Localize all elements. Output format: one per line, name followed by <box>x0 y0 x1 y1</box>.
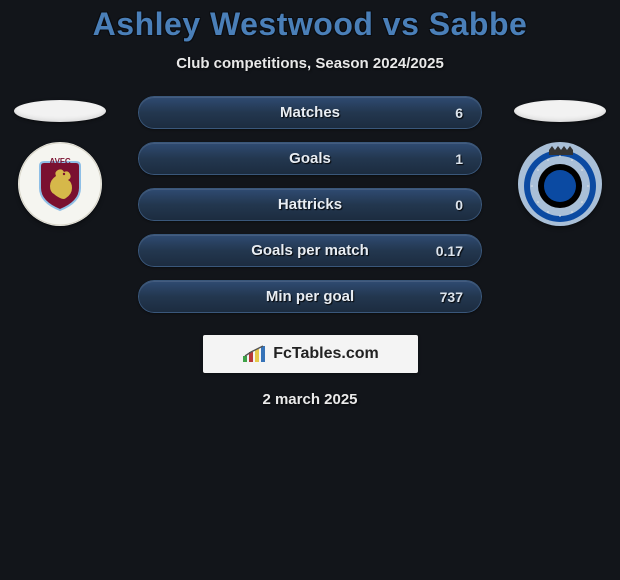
avfc-crest: AVFC <box>18 142 102 226</box>
stat-right-value: 0.17 <box>417 243 463 259</box>
stat-row: Matches 6 <box>138 96 482 129</box>
stat-row: Hattricks 0 <box>138 188 482 221</box>
svg-text:AVFC: AVFC <box>49 157 70 166</box>
avfc-crest-icon: AVFC <box>18 142 102 226</box>
stat-label: Goals <box>203 150 417 167</box>
comparison-card: Ashley Westwood vs Sabbe Club competitio… <box>0 0 620 408</box>
player-photo-placeholder-right <box>514 100 606 122</box>
stat-right-value: 0 <box>417 197 463 213</box>
stat-rows: Matches 6 Goals 1 Hattricks 0 <box>130 96 490 313</box>
date-text: 2 march 2025 <box>0 391 620 408</box>
player-photo-placeholder-left <box>14 100 106 122</box>
branding-text: FcTables.com <box>273 345 379 363</box>
subtitle: Club competitions, Season 2024/2025 <box>0 55 620 72</box>
stat-label: Min per goal <box>203 288 417 305</box>
comparison-grid: AVFC Matches 6 Goals 1 <box>0 96 620 313</box>
page-title: Ashley Westwood vs Sabbe <box>0 6 620 43</box>
stat-label: Goals per match <box>203 242 417 259</box>
branding-box: FcTables.com <box>203 335 418 373</box>
bars-icon <box>241 344 267 364</box>
club-brugge-crest-icon <box>518 142 602 226</box>
stat-row: Goals 1 <box>138 142 482 175</box>
stat-row: Min per goal 737 <box>138 280 482 313</box>
stat-row: Goals per match 0.17 <box>138 234 482 267</box>
club-brugge-crest <box>518 142 602 226</box>
stat-right-value: 6 <box>417 105 463 121</box>
left-player-side: AVFC <box>0 96 120 226</box>
stat-right-value: 737 <box>417 289 463 305</box>
right-player-side <box>500 96 620 226</box>
stat-label: Hattricks <box>203 196 417 213</box>
stat-label: Matches <box>203 104 417 121</box>
stat-right-value: 1 <box>417 151 463 167</box>
